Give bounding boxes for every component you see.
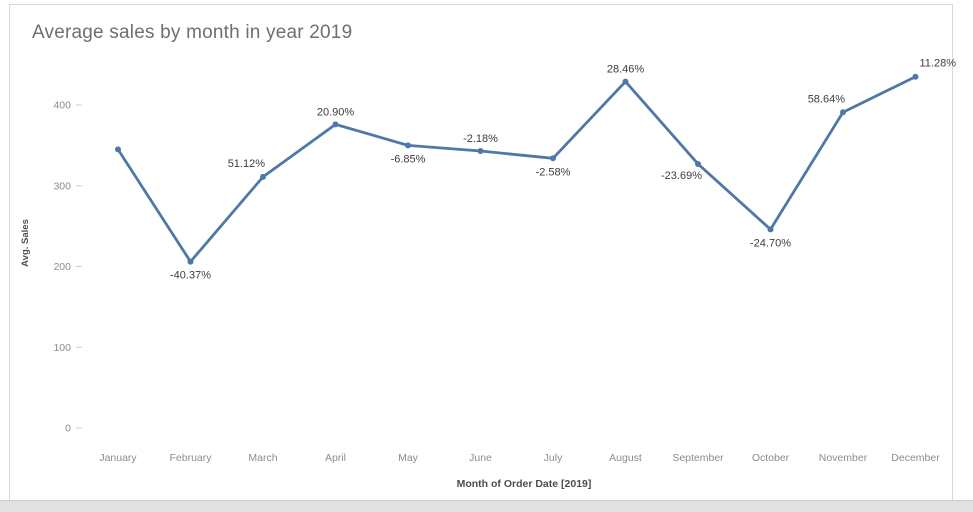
- x-tick-label-august: August: [609, 452, 642, 464]
- y-axis-title: Avg. Sales: [20, 219, 31, 267]
- point-labels: -40.37% 51.12% 20.90% -6.85% -2.18% -2.58% 28.…: [170, 58, 956, 282]
- data-point-july[interactable]: [550, 155, 556, 162]
- x-tick-label-april: April: [325, 452, 346, 464]
- x-tick-label-december: December: [891, 452, 940, 464]
- data-label-march: 51.12%: [228, 158, 266, 170]
- horizontal-scrollbar[interactable]: [0, 500, 973, 512]
- data-point-september[interactable]: [695, 160, 701, 167]
- chart-title: Average sales by month in year 2019: [32, 22, 353, 43]
- y-tick-label: 0: [65, 423, 71, 435]
- y-tick-label: 300: [53, 180, 71, 192]
- x-tick-label-october: October: [752, 452, 790, 464]
- x-tick-label-january: January: [99, 452, 137, 464]
- data-point-december[interactable]: [912, 73, 919, 80]
- data-label-july: -2.58%: [536, 166, 571, 178]
- data-label-october: -24.70%: [750, 237, 791, 249]
- y-tick-label: 100: [53, 342, 71, 354]
- data-point-january[interactable]: [115, 146, 121, 153]
- sales-series: [115, 73, 919, 265]
- data-point-march[interactable]: [260, 173, 266, 180]
- data-label-december: 11.28%: [920, 58, 957, 70]
- data-point-november[interactable]: [840, 109, 846, 116]
- y-axis: 0 100 200 300 400: [53, 100, 82, 435]
- data-label-may: -6.85%: [391, 153, 426, 165]
- x-tick-label-july: July: [544, 452, 563, 464]
- data-label-february: -40.37%: [170, 270, 211, 282]
- data-point-august[interactable]: [622, 78, 629, 85]
- sales-line[interactable]: [116, 75, 917, 264]
- x-tick-label-may: May: [398, 452, 419, 464]
- x-axis: January February March April May June July Augu…: [99, 452, 940, 464]
- data-point-october[interactable]: [767, 226, 774, 233]
- data-point-may[interactable]: [405, 142, 411, 149]
- y-tick-label: 200: [53, 261, 71, 273]
- x-axis-title: Month of Order Date [2019]: [457, 478, 592, 490]
- x-tick-label-june: June: [469, 452, 492, 464]
- chart-frame: Average sales by month in year 2019: [9, 4, 953, 500]
- data-label-april: 20.90%: [317, 106, 355, 118]
- data-label-november: 58.64%: [808, 93, 846, 105]
- data-point-april[interactable]: [332, 121, 339, 128]
- x-tick-label-march: March: [248, 452, 277, 464]
- data-label-august: 28.46%: [607, 64, 645, 76]
- x-tick-label-february: February: [169, 452, 212, 464]
- y-tick-label: 400: [53, 100, 71, 112]
- x-tick-label-november: November: [819, 452, 868, 464]
- data-label-september: -23.69%: [661, 170, 702, 182]
- data-point-february[interactable]: [187, 258, 194, 265]
- x-tick-label-september: September: [672, 452, 724, 464]
- data-label-june: -2.18%: [463, 133, 498, 145]
- data-point-june[interactable]: [477, 148, 484, 155]
